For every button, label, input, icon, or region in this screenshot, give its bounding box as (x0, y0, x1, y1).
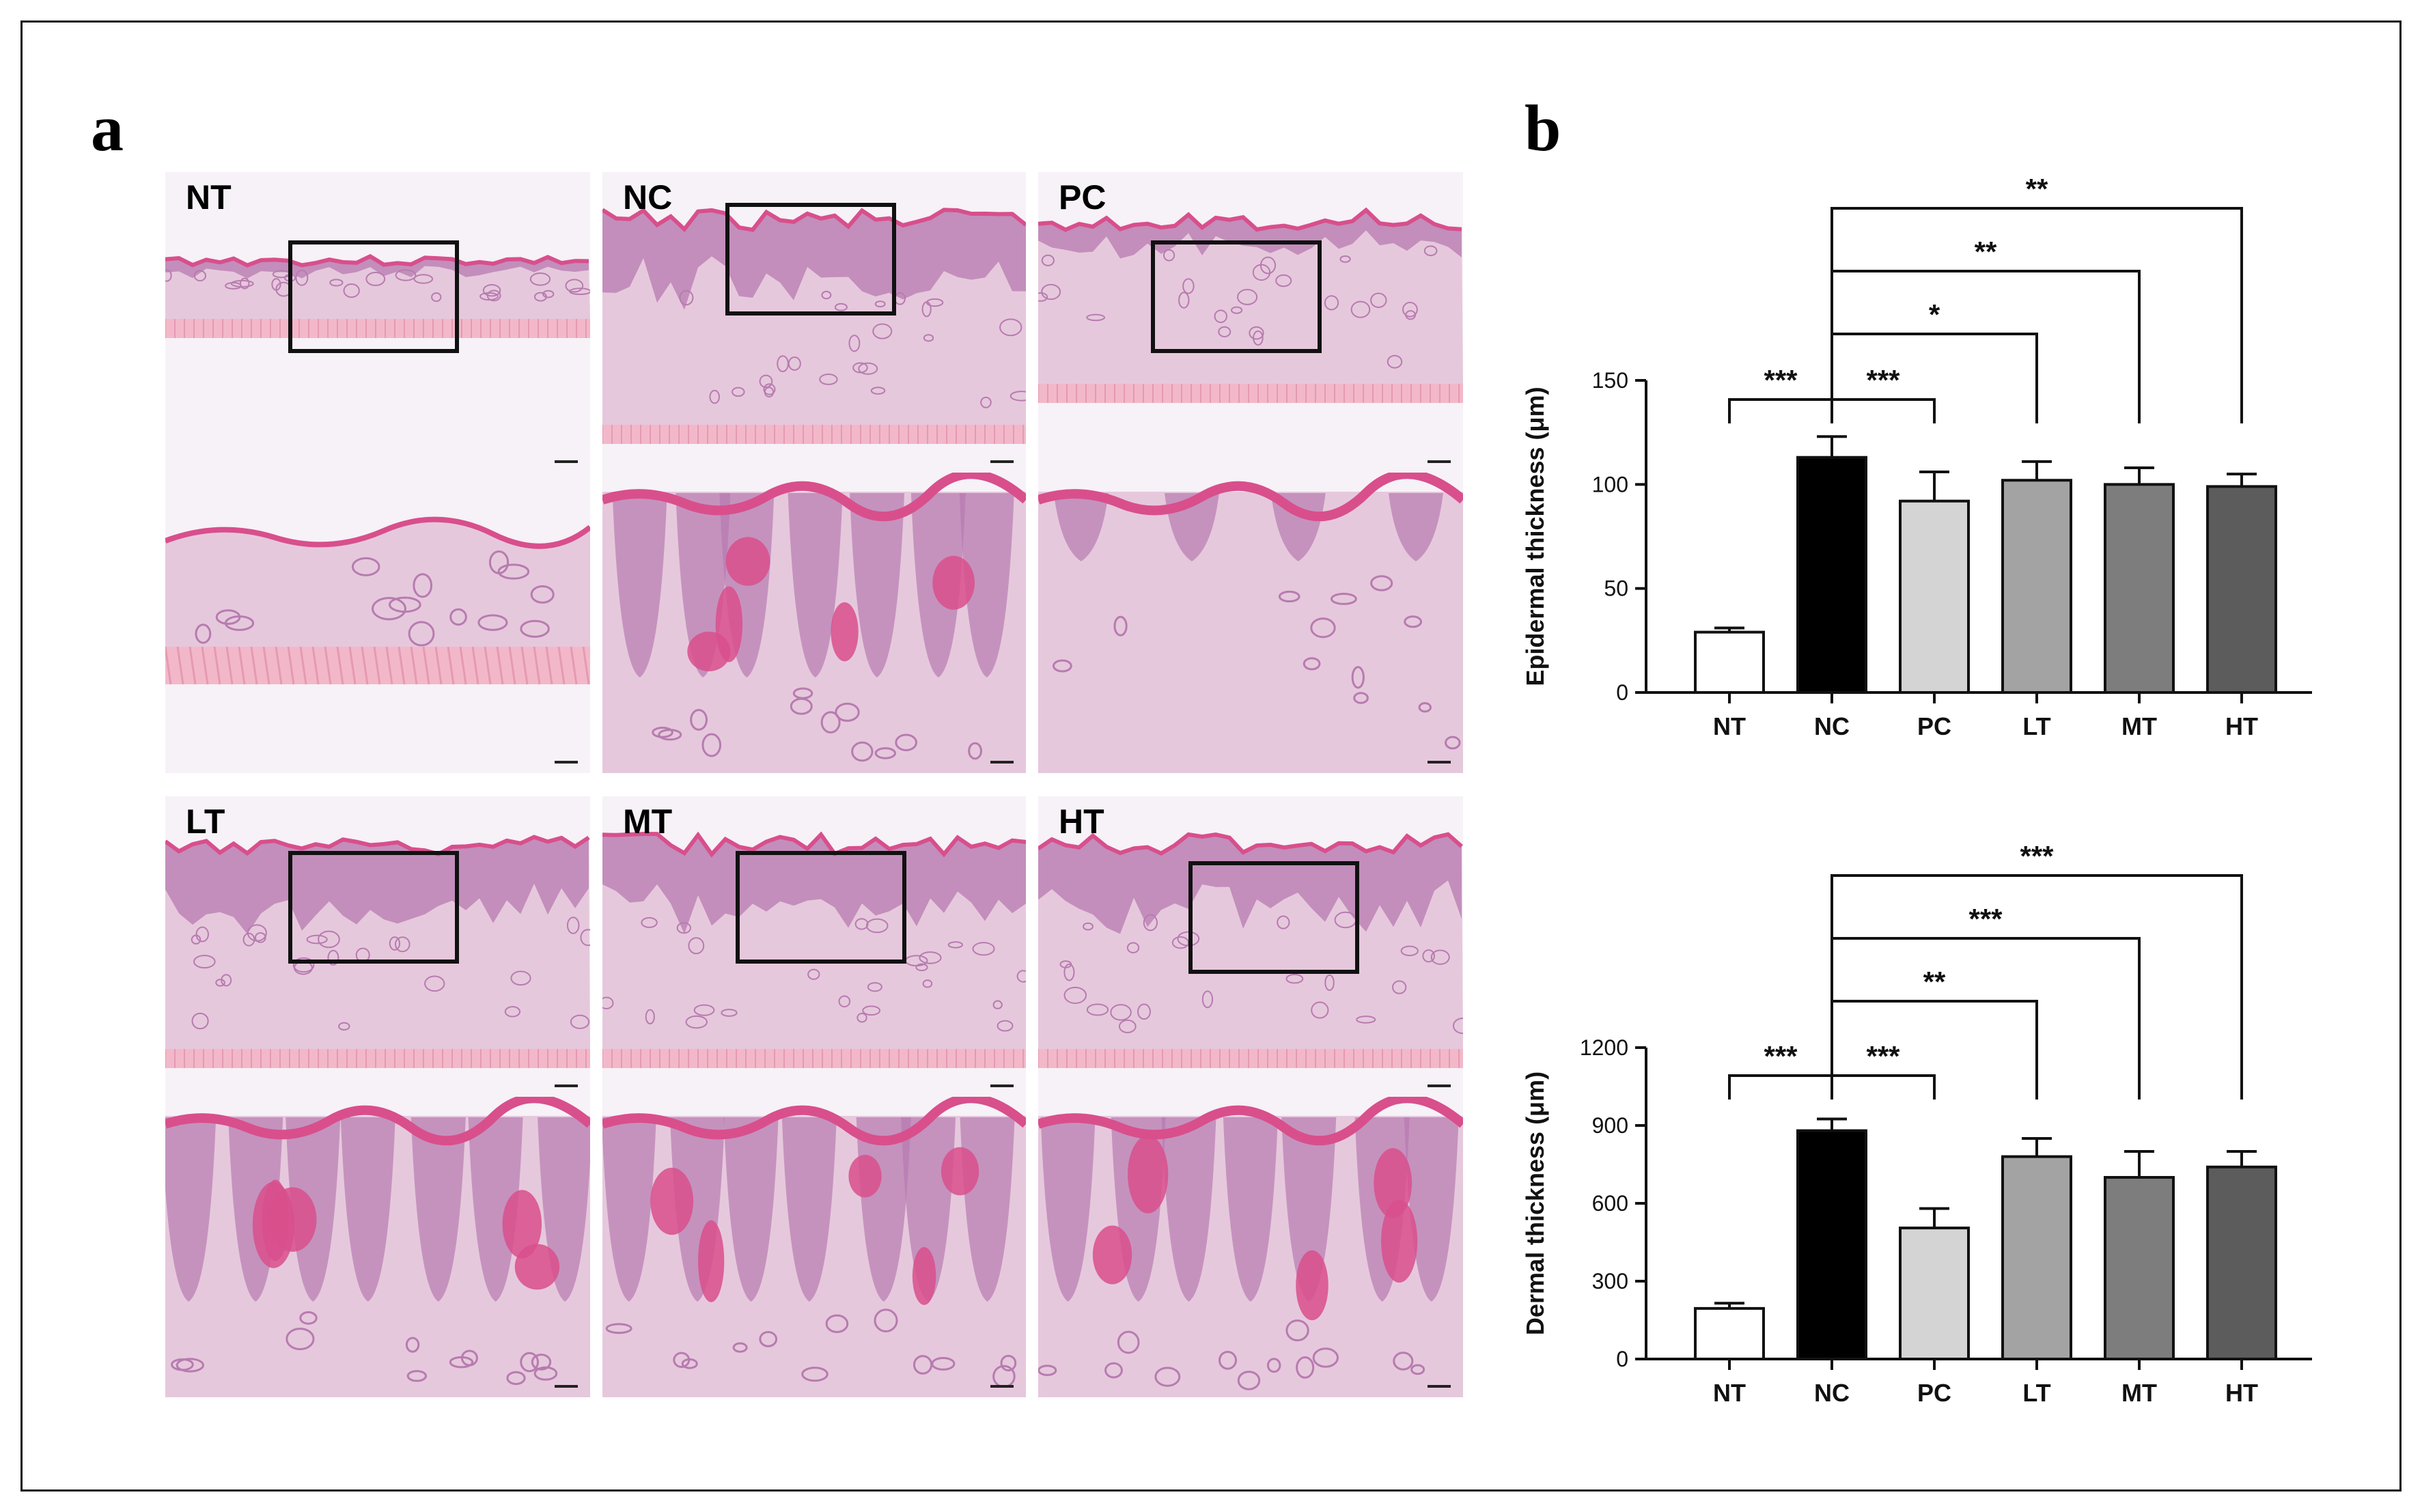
x-tick-label: HT (2225, 712, 2258, 740)
histology-zoom-nt (165, 473, 590, 773)
histology-zoom-mt (602, 1097, 1026, 1397)
significance-bracket (1831, 398, 1936, 423)
y-tick-label: 0 (1616, 680, 1628, 705)
roi-box-mt (736, 851, 906, 964)
histology-overview-nc (602, 172, 1026, 473)
bar-mt (2104, 483, 2175, 694)
histology-overview-pc (1038, 172, 1463, 473)
x-tick-label: MT (2121, 712, 2157, 740)
y-axis-label: Epidermal thickness (μm) (1521, 387, 1549, 686)
bar-pc (1899, 499, 1970, 694)
bar-ht (2206, 485, 2277, 694)
histology-label-nc: NC (623, 178, 673, 216)
histology-label-pc: PC (1059, 178, 1106, 216)
bar-mt (2104, 1176, 2175, 1360)
x-tick-label: LT (2022, 1379, 2050, 1407)
scale-bar (990, 1385, 1014, 1388)
scale-bar (1428, 1385, 1451, 1388)
scale-bar (1428, 761, 1451, 764)
x-tick-label: NC (1814, 1379, 1850, 1407)
scale-bar (1428, 1084, 1451, 1087)
x-tick-label: NT (1713, 1379, 1746, 1407)
histology-zoom-nc (602, 473, 1026, 773)
histology-label-mt: MT (623, 802, 673, 841)
histology-label-ht: HT (1059, 802, 1104, 841)
bar-lt (2001, 479, 2072, 694)
scale-bar (990, 460, 1014, 463)
scale-bar (555, 761, 578, 764)
y-axis-label: Dermal thickness (μm) (1521, 1072, 1549, 1335)
x-tick-label: PC (1917, 712, 1951, 740)
x-tick-label: PC (1917, 1379, 1951, 1407)
significance-bracket (1831, 874, 2243, 1100)
y-tick-label: 0 (1616, 1347, 1628, 1371)
bar-nc (1796, 456, 1867, 695)
histology-overview-mt (602, 796, 1026, 1097)
significance-label: *** (1968, 903, 2003, 935)
y-tick-label: 600 (1592, 1191, 1628, 1216)
y-tick-label: 50 (1604, 576, 1628, 601)
histology-zoom-ht (1038, 1097, 1463, 1397)
y-tick-label: 1200 (1580, 1035, 1628, 1060)
significance-bracket (1831, 207, 2243, 423)
y-tick-label: 100 (1592, 472, 1628, 496)
x-tick-label: HT (2225, 1379, 2258, 1407)
bar-pc (1899, 1227, 1970, 1360)
histology-overview-nt (165, 172, 590, 473)
histology-overview-lt (165, 796, 590, 1097)
significance-label: ** (1975, 236, 1997, 268)
bar-nt (1694, 630, 1765, 694)
roi-box-lt (288, 851, 459, 964)
y-tick-label: 900 (1592, 1113, 1628, 1138)
significance-label: ** (2026, 173, 2048, 205)
significance-bracket (1728, 1074, 1833, 1100)
x-tick-label: NT (1713, 712, 1746, 740)
figure-frame (20, 20, 2402, 1492)
x-tick-label: LT (2022, 712, 2050, 740)
bar-nt (1694, 1306, 1765, 1361)
scale-bar (990, 761, 1014, 764)
significance-label: *** (2020, 840, 2054, 872)
significance-label: *** (1764, 364, 1798, 396)
significance-label: ** (1923, 966, 1946, 998)
x-tick-label: MT (2121, 1379, 2157, 1407)
histology-zoom-pc (1038, 473, 1463, 773)
scale-bar (1428, 460, 1451, 463)
significance-bracket (1831, 1074, 1936, 1100)
bar-lt (2001, 1155, 2072, 1360)
scale-bar (555, 1084, 578, 1087)
histology-label-nt: NT (186, 178, 232, 216)
bar-nc (1796, 1129, 1867, 1360)
roi-box-nc (725, 203, 896, 316)
significance-label: *** (1866, 364, 1900, 396)
scale-bar (555, 1385, 578, 1388)
y-tick-label: 150 (1592, 368, 1628, 393)
histology-label-lt: LT (186, 802, 225, 841)
significance-label: * (1929, 298, 1940, 331)
roi-box-ht (1188, 861, 1359, 974)
significance-label: *** (1764, 1040, 1798, 1072)
roi-box-nt (288, 240, 459, 353)
panel-a-letter: a (91, 92, 124, 165)
scale-bar (990, 1084, 1014, 1087)
significance-label: *** (1866, 1040, 1900, 1072)
roi-box-pc (1151, 240, 1322, 353)
y-tick-label: 300 (1592, 1269, 1628, 1293)
x-tick-label: NC (1814, 712, 1850, 740)
significance-bracket (1728, 398, 1833, 423)
histology-zoom-lt (165, 1097, 590, 1397)
panel-b-letter: b (1525, 92, 1561, 165)
bar-ht (2206, 1165, 2277, 1361)
scale-bar (555, 460, 578, 463)
